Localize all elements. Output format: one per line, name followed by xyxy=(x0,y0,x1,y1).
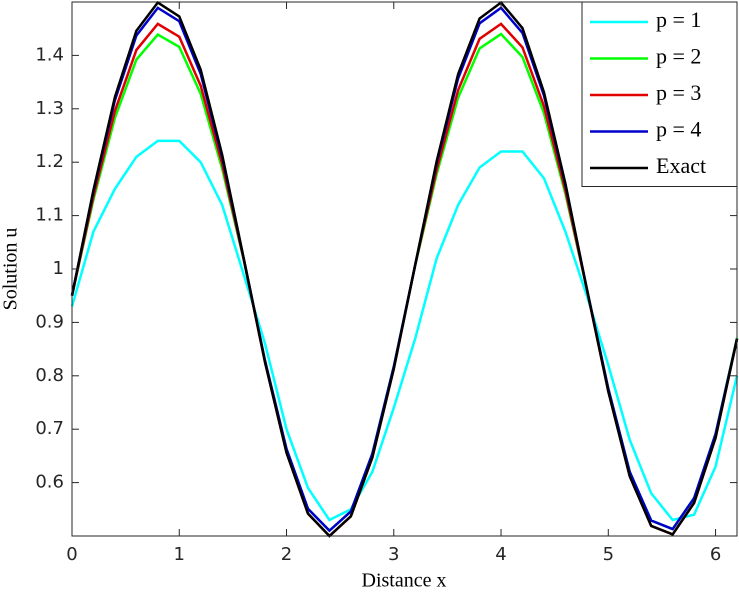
x-tick-label: 2 xyxy=(281,544,292,565)
y-tick-label: 1.2 xyxy=(35,151,64,172)
y-tick-label: 1 xyxy=(53,258,64,279)
legend-label: p = 1 xyxy=(656,7,701,32)
x-tick-label: 4 xyxy=(495,544,506,565)
y-tick-label: 1.3 xyxy=(35,98,64,119)
y-tick-label: 0.6 xyxy=(35,472,64,493)
y-tick-label: 1.4 xyxy=(35,44,64,65)
legend-label: p = 3 xyxy=(656,80,701,105)
y-axis-label: Solution u xyxy=(0,228,22,311)
legend-label: p = 2 xyxy=(656,44,701,69)
x-tick-label: 5 xyxy=(603,544,614,565)
x-tick-label: 6 xyxy=(710,544,721,565)
x-tick-label: 3 xyxy=(388,544,399,565)
data-line xyxy=(70,0,739,538)
x-tick-label: 1 xyxy=(174,544,185,565)
legend-label: Exact xyxy=(656,153,706,178)
x-axis-label: Distance x xyxy=(362,570,447,592)
legend: p = 1 p = 2 p = 3 p = 4 Exact xyxy=(581,1,738,187)
y-tick-label: 1.1 xyxy=(35,205,64,226)
data-line xyxy=(70,139,739,522)
x-tick-label: 0 xyxy=(66,544,77,565)
legend-label: p = 4 xyxy=(656,117,701,142)
y-tick-label: 0.9 xyxy=(35,311,64,332)
y-tick-label: 0.7 xyxy=(35,418,64,439)
y-tick-label: 0.8 xyxy=(35,365,64,386)
